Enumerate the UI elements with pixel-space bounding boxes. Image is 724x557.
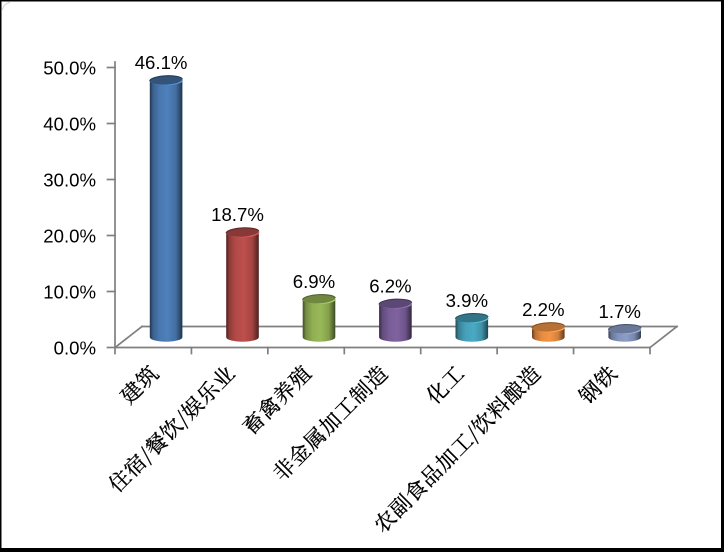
svg-text:30.0%: 30.0% <box>43 170 96 191</box>
svg-text:50.0%: 50.0% <box>43 58 96 79</box>
svg-text:1.7%: 1.7% <box>599 301 641 322</box>
svg-text:6.2%: 6.2% <box>369 275 411 296</box>
svg-text:46.1%: 46.1% <box>135 52 188 73</box>
svg-text:20.0%: 20.0% <box>43 226 96 247</box>
svg-text:6.9%: 6.9% <box>293 271 335 292</box>
svg-text:3.9%: 3.9% <box>446 290 488 311</box>
svg-text:2.2%: 2.2% <box>522 299 564 320</box>
svg-text:40.0%: 40.0% <box>43 114 96 135</box>
svg-text:10.0%: 10.0% <box>43 282 96 303</box>
svg-text:18.7%: 18.7% <box>211 204 264 225</box>
svg-text:0.0%: 0.0% <box>54 338 96 359</box>
